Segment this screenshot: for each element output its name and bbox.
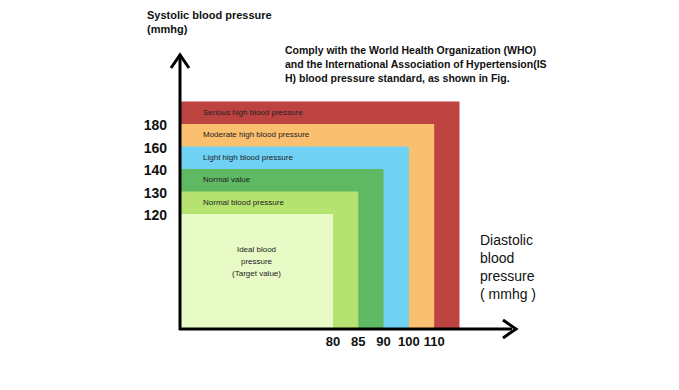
region-label: Light high blood pressure bbox=[203, 153, 293, 162]
region-label: Normal value bbox=[203, 175, 251, 184]
y-tick-label: 180 bbox=[144, 117, 168, 133]
x-axis-label: ( mmhg ) bbox=[480, 286, 536, 302]
x-tick-label: 90 bbox=[376, 334, 390, 349]
region-label: (Target value) bbox=[232, 269, 281, 278]
x-tick-label: 80 bbox=[326, 334, 340, 349]
y-tick-label: 160 bbox=[144, 140, 168, 156]
title: H) blood pressure standard, as shown in … bbox=[285, 72, 510, 84]
region-label: Moderate high blood pressure bbox=[203, 130, 310, 139]
y-axis-label: (mmhg) bbox=[147, 23, 188, 35]
y-axis bbox=[179, 58, 182, 330]
x-axis-label: pressure bbox=[480, 268, 535, 284]
y-axis-label: Systolic blood pressure bbox=[147, 9, 272, 21]
regions bbox=[180, 102, 460, 330]
region bbox=[180, 169, 384, 329]
y-axis-arrow bbox=[171, 55, 189, 68]
region-labels: Serious high blood pressure Moderate high… bbox=[203, 108, 310, 278]
region bbox=[180, 102, 460, 330]
x-tick-label: 85 bbox=[351, 334, 365, 349]
region-label: Normal blood pressure bbox=[203, 198, 284, 207]
y-tick-label: 130 bbox=[144, 185, 168, 201]
chart: Serious high blood pressure Moderate high… bbox=[0, 0, 679, 390]
x-axis-label: blood bbox=[480, 250, 514, 266]
region bbox=[180, 214, 333, 329]
region-label: pressure bbox=[241, 257, 273, 266]
title: and the International Association of Hyp… bbox=[285, 58, 547, 70]
region-label: Ideal blood bbox=[237, 245, 276, 254]
region bbox=[180, 147, 409, 330]
region bbox=[180, 124, 434, 329]
x-axis-label: Diastolic bbox=[480, 232, 533, 248]
x-tick-label: 100 bbox=[398, 334, 420, 349]
y-tick-label: 120 bbox=[144, 207, 168, 223]
x-axis-arrow bbox=[503, 320, 516, 338]
y-tick-label: 140 bbox=[144, 162, 168, 178]
region bbox=[180, 192, 358, 330]
region-label: Serious high blood pressure bbox=[203, 108, 303, 117]
title: Comply with the World Health Organizatio… bbox=[285, 44, 536, 56]
x-tick-label: 110 bbox=[424, 334, 445, 349]
x-axis bbox=[179, 328, 512, 331]
